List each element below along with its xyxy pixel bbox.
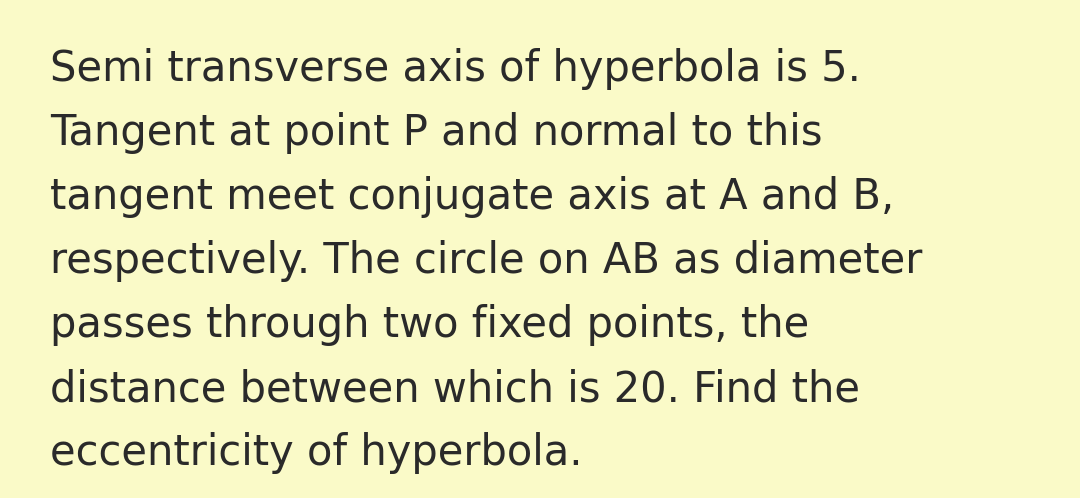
Text: tangent meet conjugate axis at A and B,: tangent meet conjugate axis at A and B,: [50, 176, 894, 218]
Text: distance between which is 20. Find the: distance between which is 20. Find the: [50, 368, 860, 410]
Text: Semi transverse axis of hyperbola is 5.: Semi transverse axis of hyperbola is 5.: [50, 48, 861, 90]
Text: eccentricity of hyperbola.: eccentricity of hyperbola.: [50, 432, 582, 474]
Text: Tangent at point P and normal to this: Tangent at point P and normal to this: [50, 112, 823, 154]
Text: passes through two fixed points, the: passes through two fixed points, the: [50, 304, 809, 346]
Text: respectively. The circle on AB as diameter: respectively. The circle on AB as diamet…: [50, 240, 922, 282]
